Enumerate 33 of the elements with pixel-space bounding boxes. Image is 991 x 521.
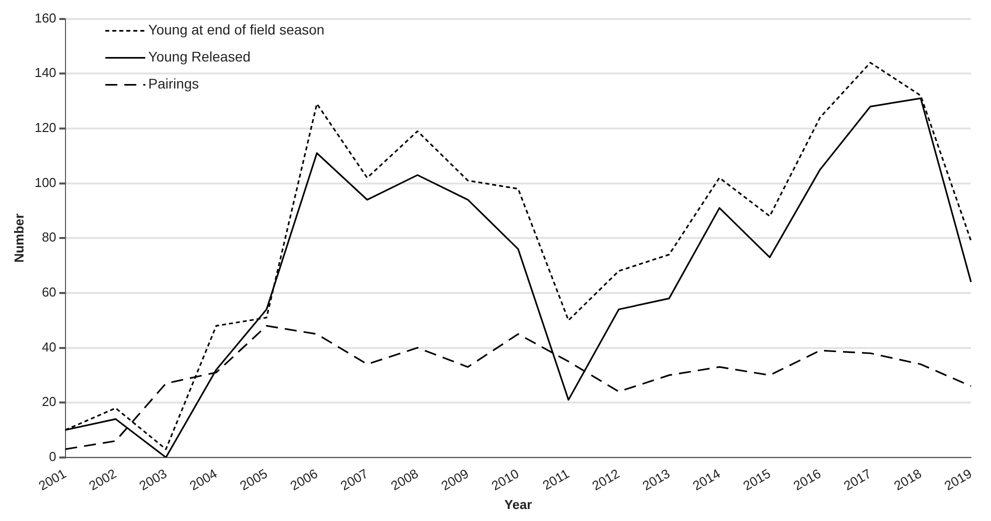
x-tick-label: 2006: [288, 466, 320, 494]
x-tick-label: 2005: [237, 466, 270, 494]
x-tick-label: 2017: [841, 466, 874, 494]
x-tick-label: 2016: [790, 466, 824, 494]
x-tick-label: 2011: [540, 466, 572, 493]
x-tick-label: 2008: [388, 466, 421, 494]
y-tick-label: 160: [34, 10, 56, 26]
x-tick-label: 2003: [136, 466, 170, 494]
x-tick-label: 2014: [690, 466, 723, 494]
x-tick-label: 2004: [186, 466, 220, 494]
y-tick-label: 140: [34, 65, 56, 80]
x-tick-label: 2007: [338, 466, 370, 494]
x-tick-label: 2012: [590, 466, 622, 494]
x-tick-label: 2015: [740, 466, 774, 494]
x-tick-label: 2002: [86, 466, 119, 494]
legend-label: Young Released: [148, 48, 251, 65]
y-axis-title: Number: [11, 214, 26, 263]
y-tick-label: 60: [42, 284, 56, 300]
y-tick-label: 100: [34, 174, 56, 190]
legend-label: Pairings: [148, 76, 199, 92]
x-axis-title: Year: [504, 496, 532, 512]
x-tick-label: 2009: [438, 466, 472, 494]
x-tick-label: 2010: [488, 466, 522, 494]
y-tick-label: 40: [42, 339, 56, 354]
y-tick-label: 120: [34, 120, 56, 136]
y-tick-label: 0: [49, 449, 56, 464]
y-tick-label: 80: [42, 230, 56, 245]
legend-label: Young at end of field season: [148, 22, 324, 38]
y-tick-label: 20: [42, 394, 56, 410]
x-tick-label: 2001: [36, 466, 69, 494]
x-tick-label: 2018: [891, 466, 924, 494]
x-tick-label: 2019: [942, 466, 974, 494]
x-tick-label: 2013: [640, 466, 672, 494]
